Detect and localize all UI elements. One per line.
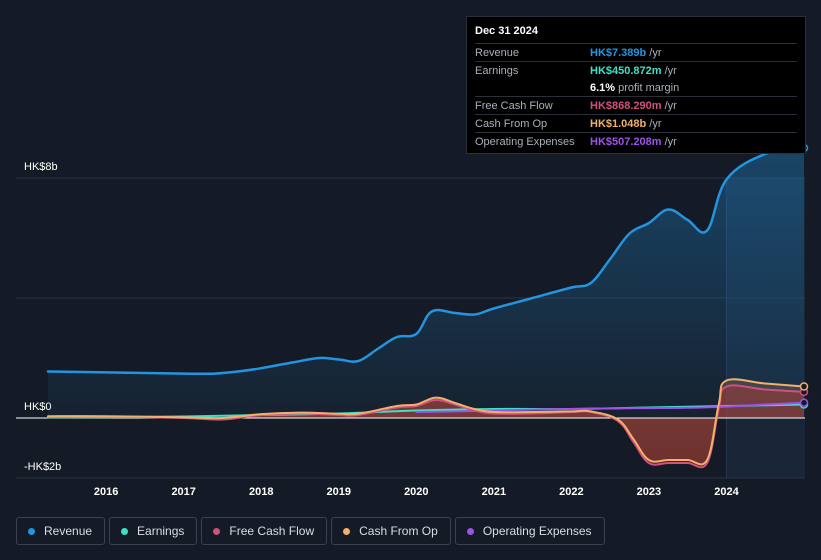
legend-dot-icon [343, 527, 351, 535]
data-tooltip: Dec 31 2024 Revenue HK$7.389b/yr Earnings H… [466, 16, 806, 154]
cash-from-op-area [48, 379, 804, 465]
x-tick-label: 2016 [94, 486, 118, 498]
tooltip-row: Revenue HK$7.389b/yr [475, 43, 797, 61]
tooltip-row-value: 6.1% [590, 81, 616, 94]
tooltip-row-value: HK$868.290m [590, 99, 662, 112]
legend-item-earnings[interactable]: Earnings [109, 517, 198, 545]
revenue-area [48, 148, 804, 418]
tooltip-row-unit: /yr [664, 135, 677, 148]
x-tick-label: 2024 [714, 486, 739, 498]
tooltip-row: Operating Expenses HK$507.208m/yr [475, 132, 797, 150]
y-tick-label: HK$0 [24, 401, 52, 413]
x-tick-label: 2022 [559, 486, 583, 498]
tooltip-row-unit: /yr [649, 117, 662, 130]
x-tick-label: 2019 [327, 486, 351, 498]
tooltip-row-unit: /yr [649, 46, 662, 59]
x-tick-label: 2018 [249, 486, 273, 498]
legend-item-revenue[interactable]: Revenue [16, 517, 106, 545]
tooltip-date: Dec 31 2024 [475, 25, 538, 37]
tooltip-row-value: HK$507.208m [590, 135, 662, 148]
cash-from-op-line [47, 378, 805, 466]
tooltip-row-value: HK$450.872m [590, 64, 662, 77]
x-tick-label: 2023 [637, 486, 661, 498]
tooltip-row-value: HK$1.048b [590, 117, 647, 130]
y-tick-label: HK$8b [24, 161, 58, 173]
tooltip-row-unit: /yr [664, 99, 677, 112]
operating-expenses-end-point [799, 398, 809, 407]
tooltip-row-label: Earnings [475, 64, 519, 77]
legend-label: Operating Expenses [482, 524, 592, 538]
legend-item-operating-expenses[interactable]: Operating Expenses [454, 517, 605, 545]
cash-from-op-end-point [799, 382, 809, 391]
chart-legend: Revenue Earnings Free Cash Flow Cash From O… [16, 517, 609, 545]
tooltip-row-label: Revenue [475, 46, 520, 59]
x-tick-label: 2021 [482, 486, 506, 498]
legend-label: Free Cash Flow [229, 524, 315, 538]
tooltip-row-label: Operating Expenses [475, 135, 575, 148]
legend-dot-icon [28, 527, 35, 535]
tooltip-row: Cash From Op HK$1.048b/yr [475, 114, 797, 132]
legend-dot-icon [121, 527, 129, 535]
x-tick-label: 2020 [404, 486, 428, 498]
legend-label: Earnings [137, 524, 185, 538]
y-tick-label: -HK$2b [24, 461, 61, 473]
legend-label: Cash From Op [359, 524, 438, 538]
revenue-line [46, 146, 806, 376]
tooltip-row-value: HK$7.389b [590, 46, 647, 59]
tooltip-row: Earnings HK$450.872m/yr [475, 61, 797, 79]
financial-chart: HK$8b HK$0 -HK$2b 2016 2017 2018 2019 2020 2021 2… [16, 143, 809, 498]
legend-dot-icon [213, 527, 221, 535]
tooltip-row-label: Free Cash Flow [475, 99, 553, 112]
tooltip-row: 6.1% profit margin [475, 79, 797, 96]
legend-label: Revenue [44, 524, 93, 538]
tooltip-row: Free Cash Flow HK$868.290m/yr [475, 96, 797, 114]
tooltip-row-unit: profit margin [618, 81, 680, 94]
free-cash-flow-area [48, 385, 804, 468]
legend-item-free-cash-flow[interactable]: Free Cash Flow [201, 517, 328, 545]
legend-item-cash-from-op[interactable]: Cash From Op [331, 517, 451, 545]
tooltip-row-label: Cash From Op [475, 117, 548, 130]
tooltip-row-unit: /yr [664, 64, 677, 77]
legend-dot-icon [466, 527, 474, 535]
x-tick-label: 2017 [171, 486, 195, 498]
